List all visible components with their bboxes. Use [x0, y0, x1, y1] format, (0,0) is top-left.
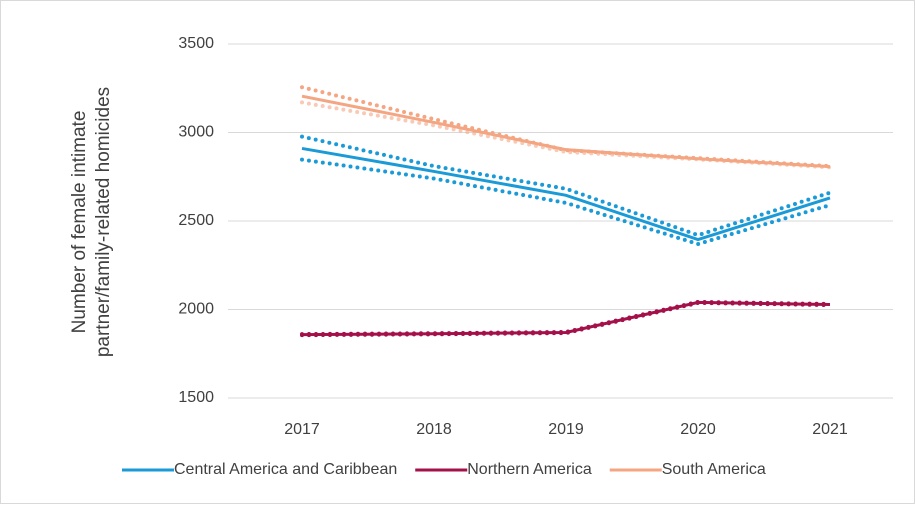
- y-tick-label: 1500: [178, 389, 214, 406]
- y-axis-label: partner/family-related homicides: [93, 87, 114, 357]
- y-tick-label: 2000: [178, 301, 214, 318]
- series-line: [301, 146, 831, 242]
- bound-line: [300, 134, 832, 238]
- x-tick-label: 2019: [548, 421, 584, 438]
- y-tick-label: 2500: [178, 212, 214, 229]
- series-line: [301, 94, 831, 169]
- x-tick-label: 2018: [416, 421, 452, 438]
- series-line: [301, 300, 831, 337]
- x-tick-label: 2020: [680, 421, 716, 438]
- y-axis-label: Number of female intimate: [69, 111, 90, 334]
- x-tick-label: 2021: [812, 421, 848, 438]
- legend-label: Northern America: [467, 461, 592, 478]
- legend-label: South America: [662, 461, 766, 478]
- x-tick-label: 2017: [284, 421, 320, 438]
- y-tick-label: 3500: [178, 35, 214, 52]
- y-tick-label: 3000: [178, 124, 214, 141]
- bound-line: [300, 100, 832, 170]
- bound-line: [300, 157, 832, 247]
- legend-label: Central America and Caribbean: [174, 461, 397, 478]
